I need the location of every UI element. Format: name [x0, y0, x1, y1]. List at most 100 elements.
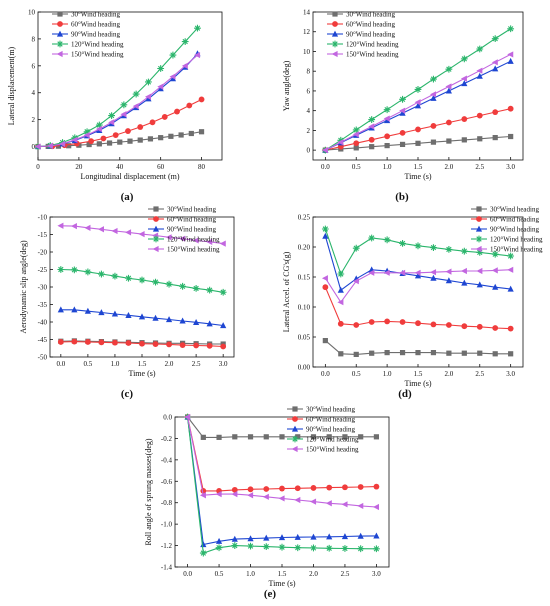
data-point	[179, 235, 186, 242]
series-5	[184, 413, 380, 511]
y-tick-label: 0	[307, 147, 311, 155]
data-point	[357, 484, 364, 490]
data-point	[181, 62, 188, 69]
data-point	[84, 307, 91, 314]
data-point	[206, 342, 213, 349]
data-point	[247, 434, 254, 440]
data-point	[71, 136, 78, 143]
panel-label: (a)	[121, 191, 134, 203]
data-point	[326, 434, 332, 440]
x-tick-label: 0.5	[215, 570, 224, 578]
legend-marker	[475, 245, 482, 253]
data-point	[383, 106, 391, 114]
data-point	[338, 351, 344, 357]
data-point	[461, 116, 468, 122]
legend-marker	[152, 235, 160, 243]
data-point	[231, 486, 238, 493]
data-point	[111, 227, 118, 235]
x-tick-label: 2.5	[475, 163, 484, 171]
data-point	[341, 533, 349, 540]
chart-d-lateral-acceleration: 0.0 0.5 1.0 1.5 2.0 2.5 3.0 0.00 0.05 0.10 0.15 0.2…	[282, 206, 543, 401]
data-point	[125, 229, 132, 236]
data-point	[231, 535, 238, 542]
data-point	[98, 309, 105, 316]
data-point	[445, 87, 452, 94]
x-tick-label: 40	[116, 163, 124, 171]
data-point	[414, 99, 421, 106]
data-point	[200, 434, 206, 440]
data-point	[157, 65, 165, 72]
data-point	[430, 139, 437, 145]
data-point	[384, 318, 391, 325]
legend-marker	[332, 21, 338, 27]
data-point	[294, 485, 301, 492]
data-point	[179, 342, 186, 348]
data-point	[117, 139, 123, 145]
data-point	[95, 125, 102, 133]
data-point	[321, 275, 328, 282]
data-point	[460, 75, 467, 82]
data-point	[357, 502, 364, 510]
data-point	[384, 350, 390, 356]
data-point	[373, 545, 380, 553]
x-axis-label: Time (s)	[268, 579, 295, 588]
data-point	[71, 338, 78, 345]
y-tick-label: -15	[38, 231, 48, 239]
data-point	[507, 25, 515, 33]
data-point	[430, 274, 437, 281]
legend-marker	[57, 11, 63, 17]
y-tick-label: -0.4	[161, 456, 173, 464]
y-tick-label: 2	[32, 116, 36, 124]
data-point	[310, 485, 317, 491]
plot-frame	[37, 11, 223, 161]
y-tick-label: 0.25	[298, 214, 311, 222]
data-point	[445, 83, 452, 90]
data-point	[145, 78, 152, 86]
data-point	[220, 343, 227, 350]
data-point	[169, 73, 176, 80]
data-point	[337, 320, 344, 327]
data-point	[445, 65, 453, 73]
data-point	[181, 38, 189, 45]
data-point	[383, 115, 390, 122]
data-point	[492, 351, 498, 357]
data-point	[445, 246, 453, 253]
data-point	[188, 130, 194, 137]
data-point	[137, 137, 143, 143]
y-axis-label: Roll angle of sprung masses(deg)	[144, 438, 153, 545]
data-point	[337, 136, 345, 144]
y-tick-label: 4	[307, 107, 311, 115]
series-5	[57, 222, 226, 247]
data-point	[445, 119, 452, 126]
legend-marker	[476, 216, 482, 222]
data-point	[373, 483, 380, 490]
data-point	[138, 313, 146, 320]
data-point	[83, 128, 91, 136]
data-point	[88, 138, 95, 145]
data-point	[125, 274, 132, 282]
data-point	[352, 131, 359, 138]
data-point	[326, 533, 333, 540]
data-point	[445, 268, 452, 275]
data-point	[430, 321, 437, 328]
data-point	[125, 340, 132, 346]
data-point	[415, 126, 421, 133]
data-point	[96, 141, 102, 147]
y-tick-label: -1.2	[161, 542, 173, 550]
x-tick-label: 1.5	[414, 163, 423, 171]
y-axis-label: Lateral Accel. of CG's(g)	[282, 251, 291, 332]
data-point	[342, 484, 348, 491]
data-point	[445, 277, 452, 284]
data-point	[120, 101, 128, 109]
legend-entry: 60°Wind heading	[490, 216, 539, 224]
data-point	[174, 108, 180, 115]
data-point	[294, 544, 302, 552]
data-point	[86, 141, 92, 148]
data-point	[34, 143, 41, 150]
y-tick-label: 6	[32, 62, 36, 70]
data-point	[98, 226, 105, 233]
data-point	[476, 267, 483, 275]
panel-label: (b)	[395, 191, 409, 203]
data-point	[294, 533, 301, 540]
data-point	[384, 142, 390, 149]
